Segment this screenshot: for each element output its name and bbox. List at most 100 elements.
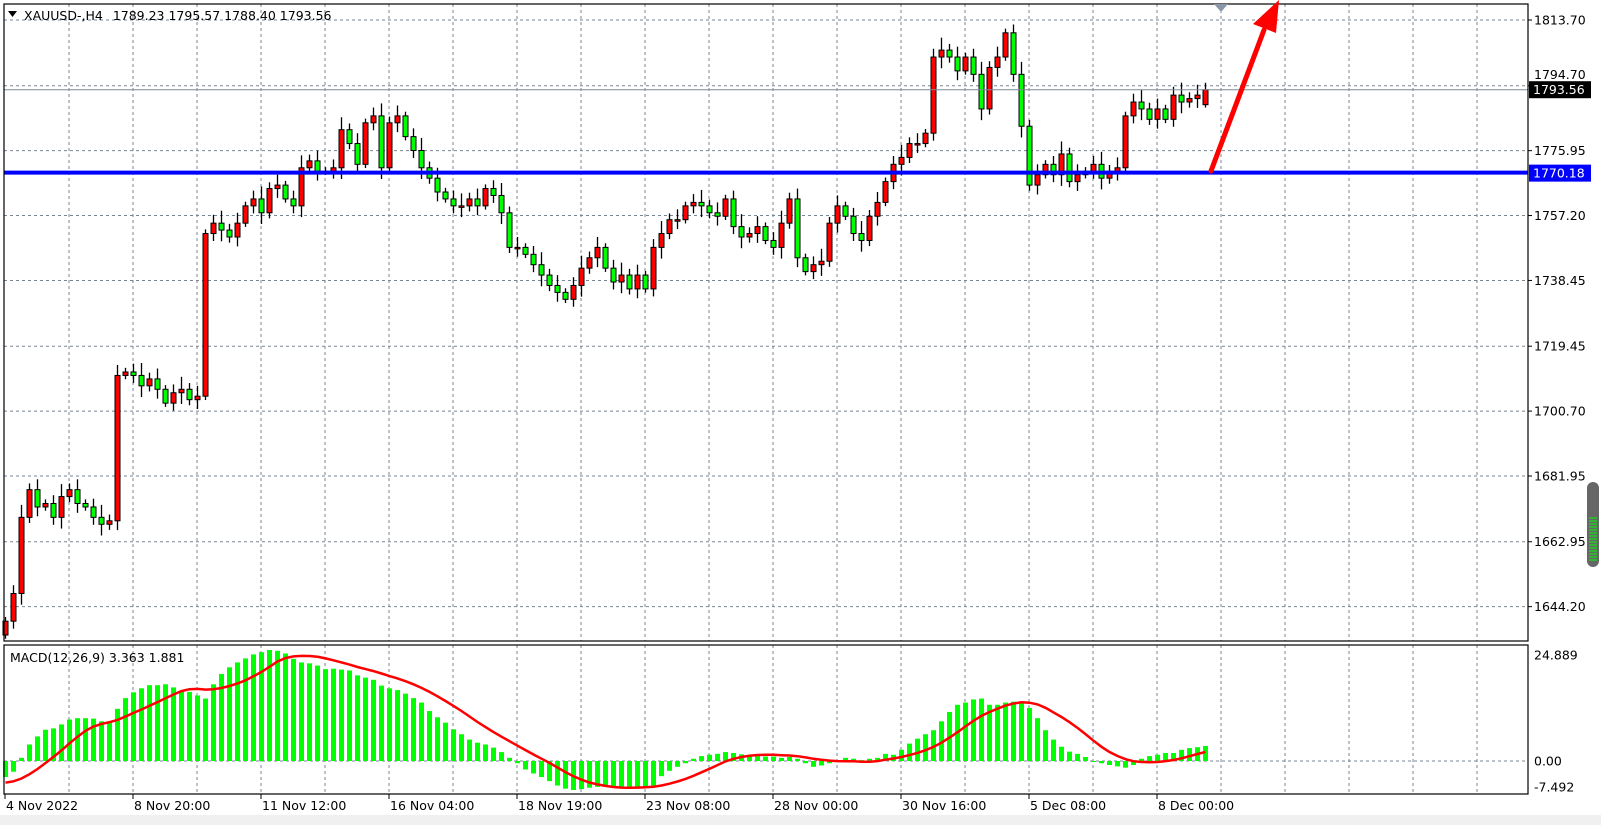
candle bbox=[290, 190, 297, 214]
candle bbox=[538, 252, 545, 287]
macd-histogram-bar bbox=[867, 758, 872, 761]
candle bbox=[1154, 98, 1161, 129]
macd-histogram-bar bbox=[395, 690, 400, 761]
candle-body bbox=[802, 257, 809, 273]
candle bbox=[42, 499, 49, 511]
macd-histogram-bar bbox=[963, 702, 968, 761]
candle-body bbox=[266, 188, 273, 214]
dropdown-triangle-icon[interactable] bbox=[8, 11, 17, 17]
macd-histogram-bar bbox=[155, 685, 160, 761]
macd-histogram-bar bbox=[123, 698, 128, 761]
candle bbox=[722, 194, 729, 220]
candle-body bbox=[922, 132, 929, 145]
candle-body bbox=[1018, 73, 1025, 127]
candle bbox=[522, 243, 529, 259]
macd-histogram-bar bbox=[787, 756, 792, 761]
macd-histogram-bar bbox=[1107, 761, 1112, 766]
macd-histogram-bar bbox=[11, 761, 16, 772]
macd-histogram-bar bbox=[115, 708, 120, 761]
price-tick-label: 1738.45 bbox=[1534, 273, 1586, 288]
candle-body bbox=[610, 267, 617, 283]
time-tick-label: 11 Nov 12:00 bbox=[262, 798, 346, 813]
candle bbox=[162, 385, 169, 407]
candle-body bbox=[226, 229, 233, 238]
scale-drag-handle[interactable] bbox=[1587, 482, 1599, 567]
macd-histogram-bar bbox=[299, 662, 304, 761]
candle-body bbox=[274, 184, 281, 190]
macd-histogram-bar bbox=[1075, 753, 1080, 761]
candle bbox=[626, 268, 633, 295]
macd-histogram-bar bbox=[459, 734, 464, 761]
macd-histogram-bar bbox=[75, 718, 80, 761]
price-tick-label: 1644.20 bbox=[1534, 599, 1586, 614]
candle bbox=[90, 498, 97, 525]
macd-histogram-bar bbox=[731, 752, 736, 761]
candle-body bbox=[546, 274, 553, 286]
macd-histogram-bar bbox=[139, 688, 144, 761]
macd-histogram-bar bbox=[107, 721, 112, 761]
candle bbox=[26, 483, 33, 523]
candle bbox=[850, 207, 857, 242]
candle bbox=[954, 46, 961, 81]
candle-body bbox=[354, 143, 361, 165]
candle bbox=[730, 190, 737, 235]
macd-histogram-bar bbox=[491, 747, 496, 761]
candle-body bbox=[314, 160, 321, 172]
candle bbox=[490, 180, 497, 203]
candle-body bbox=[386, 122, 393, 169]
macd-histogram-bar bbox=[1027, 707, 1032, 761]
macd-histogram-bar bbox=[307, 663, 312, 761]
level-price-label: 1770.18 bbox=[1529, 164, 1591, 182]
macd-histogram-bar bbox=[59, 724, 64, 761]
candle bbox=[970, 48, 977, 82]
candle-body bbox=[362, 122, 369, 165]
candle bbox=[978, 61, 985, 121]
candle-body bbox=[138, 374, 145, 387]
candle-body bbox=[498, 194, 505, 214]
candle bbox=[554, 275, 561, 302]
macd-histogram-bar bbox=[291, 658, 296, 761]
candle bbox=[1178, 82, 1185, 114]
candle-body bbox=[170, 392, 177, 404]
macd-histogram-bar bbox=[771, 756, 776, 761]
macd-histogram-bar bbox=[3, 761, 8, 778]
candle-body bbox=[874, 201, 881, 217]
macd-histogram-bar bbox=[843, 757, 848, 761]
macd-histogram-bar bbox=[899, 749, 904, 761]
candle-body bbox=[946, 49, 953, 58]
candle bbox=[298, 155, 305, 218]
candle bbox=[1050, 156, 1057, 183]
candle bbox=[442, 187, 449, 203]
candle bbox=[1130, 93, 1137, 124]
candle-body bbox=[218, 222, 225, 231]
candle-body bbox=[722, 198, 729, 217]
candle-body bbox=[586, 257, 593, 269]
candle-body bbox=[18, 516, 25, 594]
candle-body bbox=[90, 506, 97, 518]
chart-shift-marker-icon[interactable] bbox=[1214, 4, 1228, 12]
candle bbox=[994, 46, 1001, 77]
candle-body bbox=[730, 198, 737, 228]
main-panel-frame bbox=[3, 3, 1529, 642]
candle bbox=[138, 362, 145, 398]
macd-histogram-bar bbox=[443, 722, 448, 761]
macd-histogram-bar bbox=[1115, 761, 1120, 767]
macd-histogram-bar bbox=[355, 675, 360, 761]
candle-body bbox=[258, 198, 265, 214]
candle bbox=[202, 229, 209, 400]
candle-body bbox=[762, 226, 769, 241]
macd-histogram-bar bbox=[387, 688, 392, 761]
macd-histogram-bar bbox=[611, 761, 616, 787]
macd-histogram-bar bbox=[315, 665, 320, 761]
candle-body bbox=[1162, 108, 1169, 120]
macd-histogram-bar bbox=[763, 756, 768, 761]
macd-histogram-bar bbox=[435, 717, 440, 761]
macd-histogram-bar bbox=[683, 761, 688, 764]
candle bbox=[738, 214, 745, 249]
candle bbox=[714, 202, 721, 226]
up-arrow-annotation[interactable] bbox=[1208, 0, 1279, 174]
candle-body bbox=[522, 246, 529, 255]
macd-histogram-bar bbox=[811, 761, 816, 767]
candle-body bbox=[210, 222, 217, 235]
